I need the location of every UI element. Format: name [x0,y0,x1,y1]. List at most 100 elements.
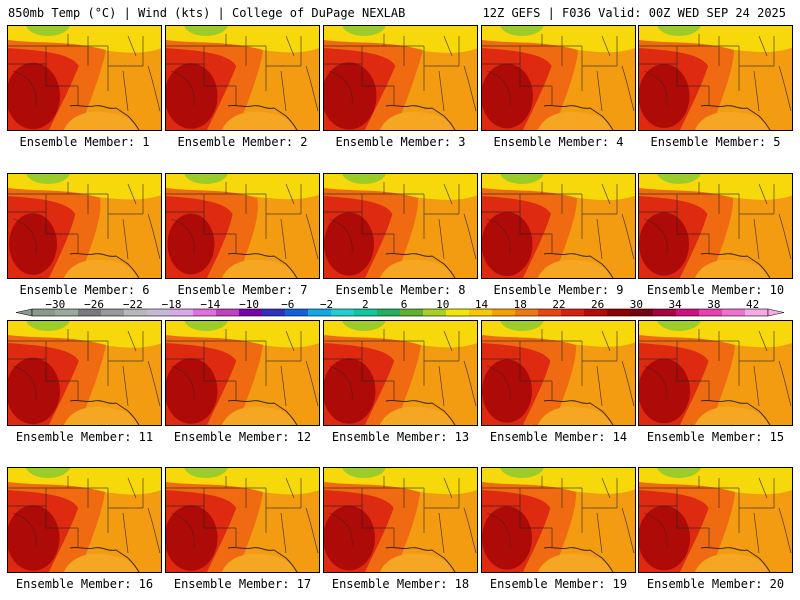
colorbar-swatch [515,309,539,316]
ensemble-map-panel [638,467,793,573]
ensemble-map-panel [7,320,162,426]
colorbar-swatch [55,309,79,316]
colorbar-tick-label: −14 [200,298,221,311]
ensemble-map-panel [638,320,793,426]
ensemble-member-label: Ensemble Member: 5 [650,135,781,149]
ensemble-member-label: Ensemble Member: 8 [335,283,466,297]
ensemble-map-panel [481,25,636,131]
temperature-map [482,26,635,130]
colorbar-swatch [124,309,148,316]
ensemble-map-panel [165,173,320,279]
ensemble-map-panel [7,25,162,131]
temperature-map [8,174,161,278]
colorbar-swatch [193,309,217,316]
ensemble-map-panel [638,173,793,279]
temperature-map [639,468,792,572]
temperature-map [8,468,161,572]
colorbar-swatch [469,309,493,316]
ensemble-member-label: Ensemble Member: 13 [331,430,470,444]
ensemble-member-label: Ensemble Member: 15 [646,430,785,444]
colorbar-swatch [170,309,194,316]
ensemble-member-label: Ensemble Member: 19 [489,577,628,591]
colorbar-swatch [377,309,401,316]
colorbar-swatch [354,309,378,316]
colorbar-tick-label: 18 [513,298,527,311]
ensemble-map-panel [481,320,636,426]
colorbar-tick-label: 2 [361,298,369,311]
colorbar-swatch [492,309,516,316]
colorbar-tick-label: 14 [474,298,489,311]
colorbar-tick-label: −6 [281,298,295,311]
colorbar-swatch [400,309,424,316]
colorbar-swatch [607,309,631,316]
temperature-map [482,468,635,572]
colorbar-right-arrow [767,308,785,317]
temperature-map [482,174,635,278]
colorbar-swatch [653,309,677,316]
colorbar-swatch [262,309,286,316]
ensemble-member-label: Ensemble Member: 7 [177,283,308,297]
ensemble-member-label: Ensemble Member: 1 [19,135,150,149]
temperature-map [639,321,792,425]
temperature-map [324,321,477,425]
colorbar-tick-label: 6 [400,298,408,311]
ensemble-map-panel [323,25,478,131]
colorbar-swatch [584,309,608,316]
temperature-map [324,174,477,278]
colorbar-tick-label: −22 [122,298,143,311]
colorbar-swatch [630,309,654,316]
temperature-map [639,26,792,130]
colorbar-swatch [446,309,470,316]
colorbar-swatch [722,309,746,316]
ensemble-member-label: Ensemble Member: 9 [493,283,624,297]
ensemble-map-panel [165,467,320,573]
ensemble-member-label: Ensemble Member: 4 [493,135,624,149]
colorbar-swatch [423,309,447,316]
colorbar-tick-label: −30 [45,298,66,311]
colorbar-tick-label: 10 [436,298,450,311]
ensemble-map-panel [638,25,793,131]
temperature-map [166,468,319,572]
colorbar-swatch [78,309,102,316]
colorbar-swatch [239,309,263,316]
colorbar-swatch [331,309,355,316]
temperature-map [639,174,792,278]
ensemble-map-panel [165,320,320,426]
temperature-map [8,321,161,425]
ensemble-member-label: Ensemble Member: 6 [19,283,150,297]
colorbar-tick-label: 34 [668,298,682,311]
colorbar-swatch [308,309,332,316]
header-right-title: 12Z GEFS | F036 Valid: 00Z WED SEP 24 20… [482,6,786,20]
colorbar-swatch [216,309,240,316]
colorbar-tick-label: 30 [629,298,644,311]
colorbar-swatch [101,309,125,316]
temperature-map [166,174,319,278]
colorbar-tick-label: 22 [552,298,566,311]
ensemble-member-label: Ensemble Member: 12 [173,430,312,444]
temperature-map [324,26,477,130]
colorbar-left-arrow [15,308,33,317]
ensemble-member-label: Ensemble Member: 14 [489,430,628,444]
ensemble-member-label: Ensemble Member: 3 [335,135,466,149]
header-left-title: 850mb Temp (°C) | Wind (kts) | College o… [8,6,406,20]
temperature-map [8,26,161,130]
ensemble-map-panel [7,467,162,573]
ensemble-member-label: Ensemble Member: 16 [15,577,154,591]
temperature-map [324,468,477,572]
ensemble-map-panel [323,320,478,426]
colorbar-swatch [745,309,769,316]
ensemble-map-panel [323,173,478,279]
colorbar-swatch [32,309,56,316]
ensemble-map-panel [323,467,478,573]
temperature-map [166,321,319,425]
ensemble-member-label: Ensemble Member: 2 [177,135,308,149]
colorbar-swatch [538,309,562,316]
colorbar-tick-label: −10 [239,298,259,311]
ensemble-member-label: Ensemble Member: 10 [646,283,785,297]
temperature-map [482,321,635,425]
colorbar-tick-label: 26 [591,298,605,311]
colorbar-swatch [285,309,309,316]
colorbar-tick-label: 42 [746,298,760,311]
ensemble-member-label: Ensemble Member: 17 [173,577,312,591]
ensemble-map-panel [481,467,636,573]
